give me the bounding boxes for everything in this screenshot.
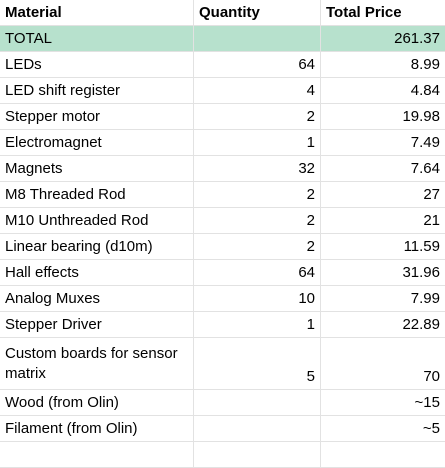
table-row: M8 Threaded Rod 2 27 [0,182,445,208]
empty-cell[interactable] [0,442,194,467]
total-price-cell[interactable]: 8.99 [410,56,440,73]
total-price-cell[interactable]: 19.98 [402,108,440,125]
total-price-cell[interactable]: 27 [423,186,440,203]
quantity-cell[interactable] [194,390,321,415]
table-row: Stepper Driver 1 22.89 [0,312,445,338]
total-price-cell[interactable]: 7.49 [410,134,440,151]
table-row: Filament (from Olin) ~5 [0,416,445,442]
total-price-cell[interactable]: 261.37 [394,30,440,47]
empty-cell[interactable] [194,442,321,467]
table-row: Custom boards for sensor matrix 5 70 [0,338,445,390]
total-price-cell[interactable]: 31.96 [402,264,440,281]
header-row: Material Quantity Total Price [0,0,445,26]
header-quantity-cell[interactable]: Quantity [194,0,321,25]
material-cell[interactable]: Stepper Driver [0,312,194,337]
material-cell[interactable]: LEDs [0,52,194,77]
material-cell[interactable]: Hall effects [0,260,194,285]
quantity-cell[interactable]: 2 [194,182,321,207]
material-cell[interactable]: M10 Unthreaded Rod [0,208,194,233]
table-row: Stepper motor 2 19.98 [0,104,445,130]
quantity-cell[interactable]: 2 [194,208,321,233]
quantity-cell[interactable]: 64 [194,52,321,77]
total-price-cell[interactable]: 11.59 [403,238,440,255]
material-cell[interactable]: Electromagnet [0,130,194,155]
total-price-cell[interactable]: 70 [423,368,440,385]
quantity-cell[interactable]: 2 [194,104,321,129]
material-cell[interactable]: Magnets [0,156,194,181]
empty-row [0,442,445,468]
table-row: Magnets 32 7.64 [0,156,445,182]
table-row: LED shift register 4 4.84 [0,78,445,104]
header-material-cell[interactable]: Material [0,0,194,25]
quantity-cell[interactable]: 5 [194,338,321,389]
total-row: TOTAL 261.37 [0,26,445,52]
item-rows: LEDs 64 8.99 LED shift register 4 4.84 Stepper… [0,52,445,442]
table-row: M10 Unthreaded Rod 2 21 [0,208,445,234]
material-cell[interactable]: Stepper motor [0,104,194,129]
total-price-cell[interactable]: ~5 [422,420,440,437]
empty-cell[interactable] [321,442,445,467]
material-cell[interactable]: Wood (from Olin) [0,390,194,415]
material-cell[interactable]: Linear bearing (d10m) [0,234,194,259]
quantity-cell[interactable]: 1 [194,312,321,337]
material-cell[interactable]: Analog Muxes [0,286,194,311]
table-row: Linear bearing (d10m) 2 11.59 [0,234,445,260]
total-price-cell[interactable]: 21 [423,212,440,229]
total-price-cell[interactable]: ~15 [414,394,440,411]
total-quantity-cell[interactable] [194,26,321,51]
material-cell[interactable]: Custom boards for sensor matrix [0,338,194,389]
material-cell[interactable]: M8 Threaded Rod [0,182,194,207]
table-row: Analog Muxes 10 7.99 [0,286,445,312]
quantity-cell[interactable]: 10 [194,286,321,311]
quantity-cell[interactable]: 1 [194,130,321,155]
total-price-cell[interactable]: 7.64 [410,160,440,177]
quantity-cell[interactable]: 4 [194,78,321,103]
header-total-price-cell[interactable]: Total Price [326,4,402,21]
material-cell[interactable]: Filament (from Olin) [0,416,194,441]
total-price-cell[interactable]: 7.99 [410,290,440,307]
table-row: Wood (from Olin) ~15 [0,390,445,416]
total-price-cell[interactable]: 22.89 [402,316,440,333]
quantity-cell[interactable]: 64 [194,260,321,285]
total-price-cell[interactable]: 4.84 [410,82,440,99]
table-row: LEDs 64 8.99 [0,52,445,78]
table-row: Electromagnet 1 7.49 [0,130,445,156]
quantity-cell[interactable]: 2 [194,234,321,259]
quantity-cell[interactable]: 32 [194,156,321,181]
table-row: Hall effects 64 31.96 [0,260,445,286]
material-cell[interactable]: LED shift register [0,78,194,103]
total-label-cell[interactable]: TOTAL [0,26,194,51]
quantity-cell[interactable] [194,416,321,441]
